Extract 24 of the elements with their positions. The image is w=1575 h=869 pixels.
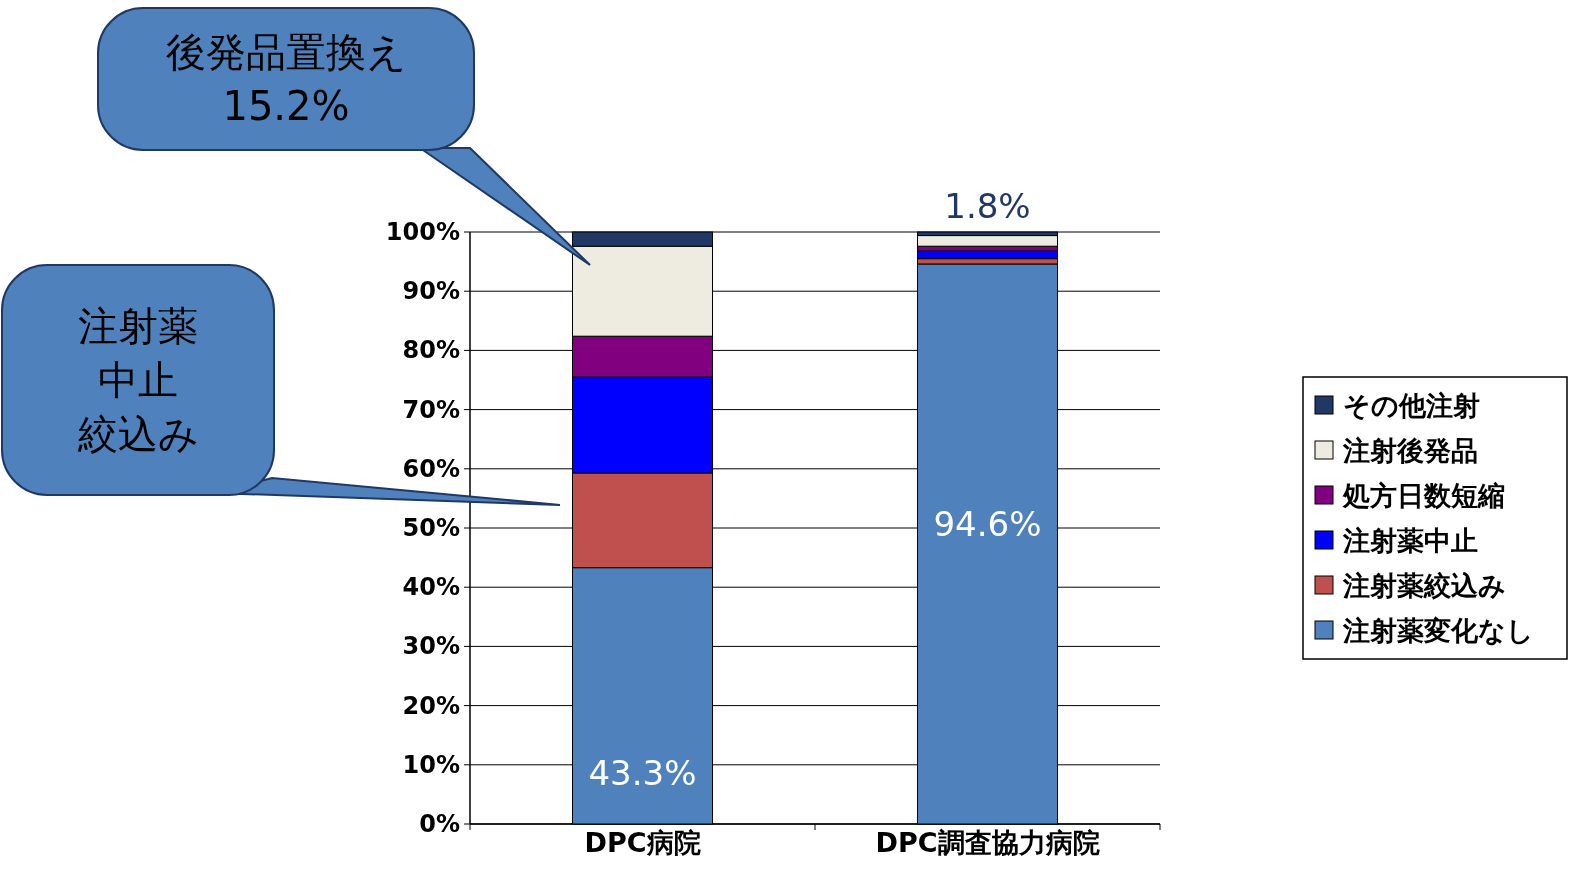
legend-label: 注射薬中止 (1342, 524, 1478, 556)
y-tick-label: 70% (402, 395, 460, 424)
y-tick-label: 50% (402, 514, 460, 542)
legend-label: 注射薬絞込み (1342, 569, 1506, 601)
x-tick-label: DPC調査協力病院 (875, 827, 1100, 858)
y-tick-label: 80% (402, 336, 460, 365)
y-tick-label: 0% (419, 810, 460, 838)
text: 注射薬中止絞込み (76, 303, 199, 457)
legend-label: 処方日数短縮 (1342, 479, 1505, 511)
data-label: 1.8% (944, 186, 1031, 226)
y-tick-label: 30% (402, 632, 460, 661)
legend-label: その他注射 (1343, 389, 1480, 421)
y-tick-label: 90% (402, 277, 460, 306)
text: 後発品置換え15.2% (165, 29, 407, 129)
y-tick-label: 40% (402, 573, 460, 602)
legend-label: 注射薬変化なし (1342, 614, 1534, 646)
data-label: 94.6% (933, 503, 1042, 544)
y-tick-label: 20% (402, 691, 460, 720)
y-tick-label: 60% (402, 454, 460, 483)
x-tick-label: DPC病院 (584, 827, 701, 858)
y-tick-label: 100% (385, 218, 460, 246)
y-tick-label: 10% (402, 750, 460, 779)
legend-label: 注射後発品 (1342, 434, 1478, 466)
data-label: 43.3% (588, 752, 697, 793)
